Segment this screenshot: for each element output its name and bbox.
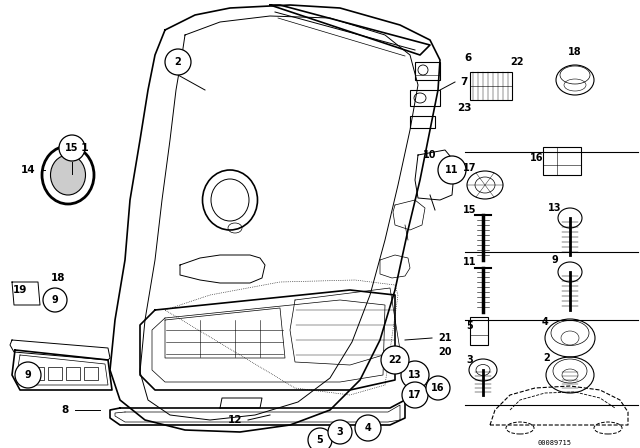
Text: 18: 18 xyxy=(51,273,65,283)
Bar xyxy=(470,317,488,345)
Bar xyxy=(410,90,440,106)
Text: 13: 13 xyxy=(408,370,422,380)
Circle shape xyxy=(438,156,466,184)
Text: 2: 2 xyxy=(543,353,550,363)
Circle shape xyxy=(381,346,409,374)
Text: 9: 9 xyxy=(552,255,558,265)
Bar xyxy=(415,62,440,80)
Text: 10: 10 xyxy=(423,150,436,160)
Text: 17: 17 xyxy=(463,163,477,173)
Bar xyxy=(66,367,80,380)
Text: 3: 3 xyxy=(467,355,474,365)
Text: 16: 16 xyxy=(431,383,445,393)
Bar xyxy=(48,367,62,380)
Text: 5: 5 xyxy=(467,321,474,331)
Circle shape xyxy=(426,376,450,400)
Text: 15: 15 xyxy=(463,205,477,215)
Text: 19: 19 xyxy=(13,285,27,295)
Circle shape xyxy=(43,288,67,312)
Text: 18: 18 xyxy=(568,47,582,57)
Text: 1: 1 xyxy=(81,143,89,153)
Circle shape xyxy=(308,428,332,448)
Bar xyxy=(84,367,98,380)
Text: 5: 5 xyxy=(317,435,323,445)
Text: 11: 11 xyxy=(463,257,477,267)
Text: 2: 2 xyxy=(175,57,181,67)
Text: 21: 21 xyxy=(438,333,452,343)
Circle shape xyxy=(355,415,381,441)
Bar xyxy=(410,116,435,128)
Bar xyxy=(543,147,581,175)
Text: 6: 6 xyxy=(465,53,472,63)
Text: 11: 11 xyxy=(445,165,459,175)
Text: 7: 7 xyxy=(460,77,468,87)
Text: 00089715: 00089715 xyxy=(538,440,572,446)
Text: 20: 20 xyxy=(438,347,452,357)
Text: 8: 8 xyxy=(61,405,68,415)
Text: 9: 9 xyxy=(24,370,31,380)
Text: 16: 16 xyxy=(531,153,544,163)
Text: 15: 15 xyxy=(65,143,79,153)
Text: 22: 22 xyxy=(388,355,402,365)
Text: 9: 9 xyxy=(52,295,58,305)
Text: 13: 13 xyxy=(548,203,562,213)
Ellipse shape xyxy=(51,155,86,195)
Circle shape xyxy=(165,49,191,75)
Circle shape xyxy=(401,361,429,389)
Circle shape xyxy=(328,420,352,444)
Text: 22: 22 xyxy=(510,57,524,67)
Text: 4: 4 xyxy=(365,423,371,433)
Text: 17: 17 xyxy=(408,390,422,400)
Text: 23: 23 xyxy=(457,103,471,113)
Text: 3: 3 xyxy=(337,427,344,437)
Circle shape xyxy=(59,135,85,161)
Text: 14: 14 xyxy=(20,165,35,175)
Circle shape xyxy=(402,382,428,408)
Text: 4: 4 xyxy=(541,317,548,327)
Text: 12: 12 xyxy=(228,415,243,425)
Bar xyxy=(470,72,512,100)
Circle shape xyxy=(15,362,41,388)
Bar xyxy=(30,367,44,380)
